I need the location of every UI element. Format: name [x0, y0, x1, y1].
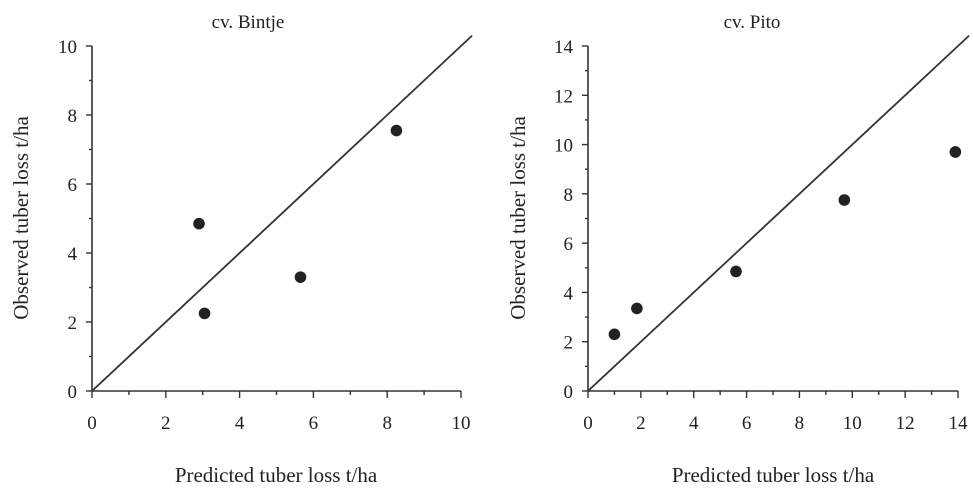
- y-tick-label: 2: [68, 313, 78, 334]
- x-tick-label: 4: [235, 413, 245, 434]
- y-axis-label: Observed tuber loss t/ha: [9, 116, 33, 320]
- data-point: [193, 217, 205, 230]
- x-tick-label: 8: [382, 413, 392, 434]
- data-point: [390, 124, 403, 137]
- x-tick-label: 2: [636, 413, 646, 434]
- x-tick-label: 10: [843, 413, 862, 434]
- x-tick-label: 14: [949, 413, 969, 434]
- y-tick-label: 4: [68, 244, 78, 265]
- x-tick-label: 8: [795, 413, 805, 434]
- one-to-one-line: [587, 34, 970, 392]
- y-tick-label: 10: [554, 136, 573, 157]
- data-point: [294, 271, 307, 283]
- data-point: [631, 302, 643, 315]
- y-tick-label: 0: [564, 382, 574, 403]
- x-tick-label: 6: [742, 413, 752, 434]
- chart-bintje: cv. Bintje Observed tuber loss t/ha Pred…: [9, 12, 473, 487]
- y-tick-label: 6: [564, 234, 574, 255]
- x-axis-label: Predicted tuber loss t/ha: [175, 463, 378, 487]
- y-tick-label: 2: [564, 333, 574, 354]
- data-point: [730, 265, 742, 278]
- x-axis-label: Predicted tuber loss t/ha: [672, 463, 875, 487]
- y-tick-label: 12: [554, 86, 573, 107]
- x-tick-label: 0: [87, 413, 97, 434]
- x-tick-label: 6: [309, 413, 319, 434]
- data-point: [198, 307, 211, 320]
- y-tick-label: 10: [58, 37, 77, 58]
- y-tick-label: 8: [68, 106, 78, 127]
- y-tick-label: 0: [68, 382, 78, 403]
- chart-title: cv. Bintje: [212, 12, 285, 33]
- chart-title: cv. Pito: [724, 12, 781, 33]
- y-tick-label: 4: [564, 283, 574, 304]
- data-point: [838, 194, 851, 206]
- x-tick-label: 10: [452, 413, 471, 434]
- x-tick-label: 0: [583, 413, 593, 434]
- chart-pito: cv. Pito Observed tuber loss t/ha Predic…: [506, 12, 970, 487]
- y-tick-label: 6: [68, 175, 78, 196]
- data-point: [949, 146, 962, 158]
- y-tick-label: 14: [554, 37, 574, 58]
- y-tick-label: 8: [564, 185, 574, 206]
- one-to-one-line: [91, 34, 473, 392]
- x-tick-label: 12: [896, 413, 915, 434]
- data-point: [608, 328, 621, 341]
- y-axis-label: Observed tuber loss t/ha: [506, 116, 530, 320]
- x-tick-label: 2: [161, 413, 171, 434]
- x-tick-label: 4: [689, 413, 699, 434]
